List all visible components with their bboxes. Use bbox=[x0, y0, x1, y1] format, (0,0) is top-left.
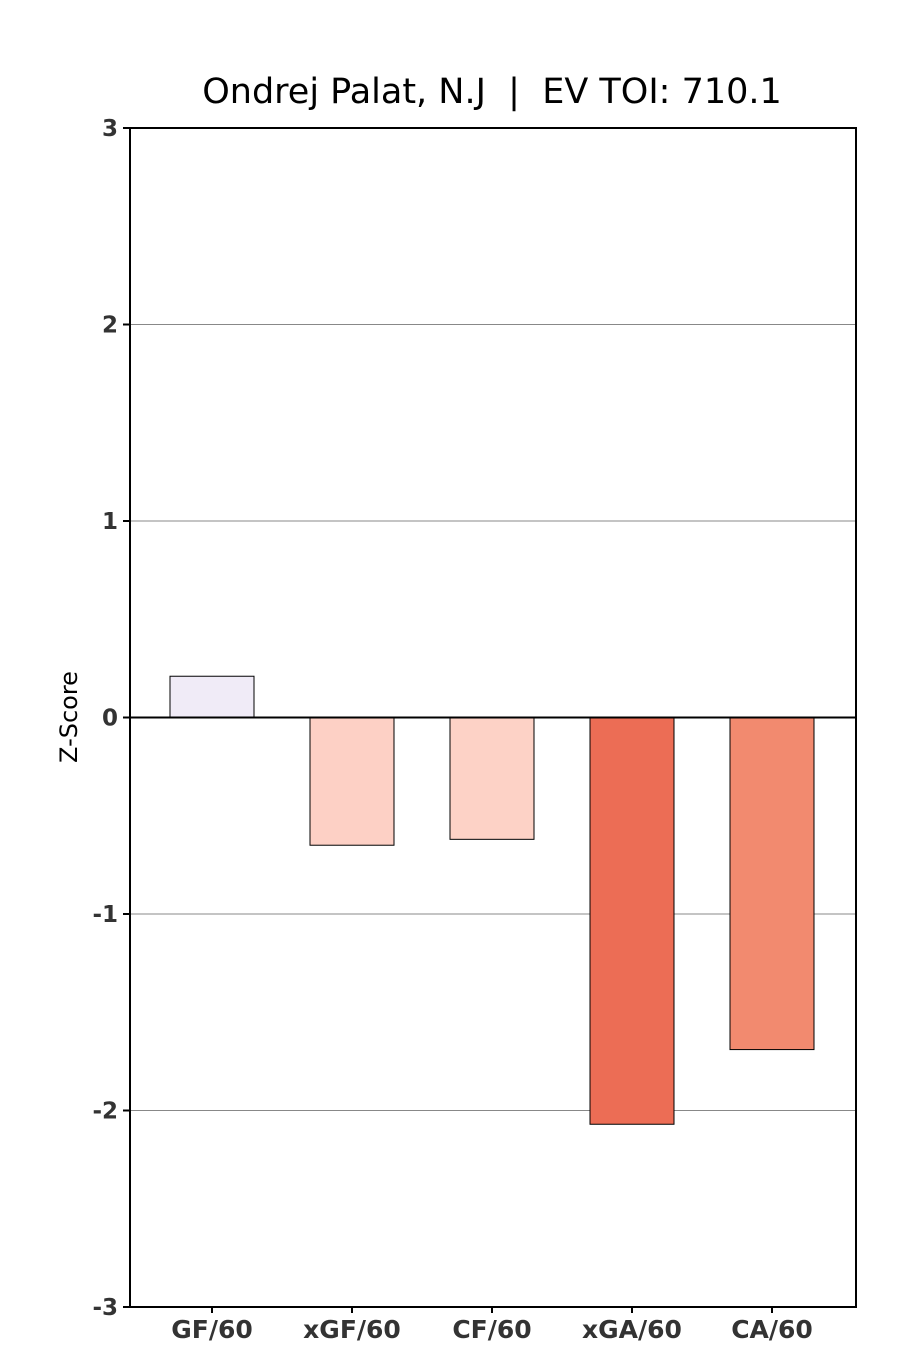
bar-xga-60 bbox=[589, 717, 675, 1125]
y-axis: 3 2 1 0 -1 -2 -3 bbox=[92, 116, 130, 1321]
x-tick-label: GF/60 bbox=[171, 1315, 253, 1344]
gridlines bbox=[130, 324, 856, 1111]
y-tick-label: 0 bbox=[102, 706, 118, 732]
chart-title: Ondrej Palat, N.J | EV TOI: 710.1 bbox=[202, 72, 782, 112]
y-tick-label: 1 bbox=[102, 509, 118, 535]
y-tick-label: 2 bbox=[102, 313, 118, 339]
bar-cf-60 bbox=[449, 717, 535, 840]
bars bbox=[169, 675, 815, 1125]
y-tick-label: -2 bbox=[92, 1099, 118, 1125]
y-tick-label: 3 bbox=[102, 116, 118, 142]
bar-xgf-60 bbox=[309, 717, 395, 846]
x-tick-label: xGF/60 bbox=[303, 1315, 401, 1344]
x-tick-label: CF/60 bbox=[452, 1315, 531, 1344]
x-axis: GF/60 xGF/60 CF/60 xGA/60 CA/60 bbox=[171, 1307, 813, 1344]
y-axis-label: Z-Score bbox=[55, 671, 83, 763]
y-tick-label: -1 bbox=[92, 902, 118, 928]
bar-gf-60 bbox=[169, 675, 255, 718]
x-tick-label: xGA/60 bbox=[582, 1315, 682, 1344]
bar-ca-60 bbox=[729, 717, 815, 1051]
x-tick-label: CA/60 bbox=[731, 1315, 813, 1344]
y-tick-label: -3 bbox=[92, 1295, 118, 1321]
